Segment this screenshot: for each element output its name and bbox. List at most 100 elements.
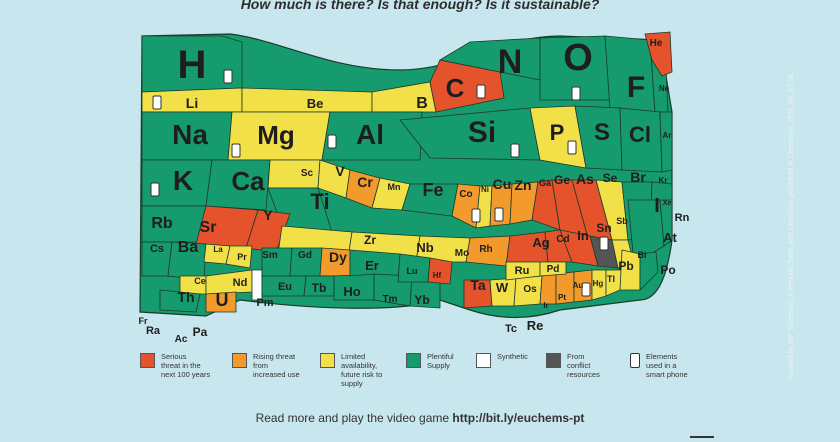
element-symbol-la: La [213,245,223,254]
element-symbol-hf: Hf [433,271,442,280]
element-symbol-ni: Ni [481,185,489,194]
smartphone-icon [231,143,241,158]
element-symbol-mg: Mg [257,120,295,150]
legend-item-serious: Serious threat in the next 100 years [140,352,241,379]
smartphone-icon [581,282,591,297]
element-symbol-k: K [173,165,193,196]
smartphone-icon [150,182,160,197]
legend: Serious threat in the next 100 years Risi… [140,352,760,392]
element-symbol-sn: Sn [596,221,611,235]
element-cell-pd [539,261,567,277]
element-symbol-mo: Mo [455,248,469,259]
element-symbol-xe: Xe [663,200,672,207]
element-symbol-fe: Fe [422,180,443,200]
smartphone-icon [476,84,486,99]
smartphone-icon [630,353,640,368]
element-symbol-as: As [576,171,594,187]
element-symbol-in: In [577,228,589,243]
element-cell-hf [427,257,453,285]
element-cell-th [159,289,201,313]
smartphone-icon [567,140,577,155]
element-symbol-ag: Ag [532,235,549,250]
element-symbol-rn: Rn [675,212,690,224]
element-symbol-ru: Ru [515,265,530,277]
legend-item-phone: Elements used in a smart phone [628,352,726,379]
smartphone-icon [571,86,581,101]
element-symbol-ti: Ti [310,189,329,214]
element-symbol-y: Y [263,207,273,223]
element-symbol-sm: Sm [262,250,278,261]
page-title: How much is there? Is that enough? Is it… [240,0,600,12]
legend-label: Serious threat in the next 100 years [161,352,211,379]
element-symbol-dy: Dy [329,249,347,265]
legend-swatch [140,353,155,368]
legend-item-conflict: From conflict resources [546,352,647,379]
element-symbol-pr: Pr [237,252,247,262]
legend-swatch [546,353,561,368]
element-symbol-br: Br [630,169,646,185]
element-symbol-ce: Ce [194,276,206,286]
element-symbol-na: Na [172,119,208,150]
element-symbol-kr: Kr [659,176,668,185]
element-symbol-ho: Ho [343,284,360,299]
element-cell-al [321,111,423,161]
element-cell-bi [639,251,659,291]
legend-swatch [232,353,247,368]
legend-item-limited: Limited availability, future risk to sup… [320,352,421,388]
element-symbol-n: N [498,43,523,81]
element-symbol-tm: Tm [383,294,398,305]
element-symbol-lu: Lu [407,266,418,276]
element-symbol-gd: Gd [298,250,312,261]
element-cell-ar [659,111,673,173]
smartphone-icon [494,207,504,222]
element-symbol-fr: Fr [139,316,148,326]
legend-label: Limited availability, future risk to sup… [341,352,383,388]
credit-text: Inspired by WF Sheehan's A Periodic Tabl… [788,74,795,380]
element-symbol-ne: Ne [659,84,670,93]
element-symbol-sc: Sc [301,168,314,179]
element-cell-u [205,291,237,313]
element-symbol-hg: Hg [593,279,604,288]
element-symbol-pm: Pm [256,297,273,309]
element-cell-xe [659,199,673,247]
element-symbol-tl: Tl [607,274,615,284]
element-symbol-o: O [563,37,593,79]
element-cell-he [644,31,673,77]
legend-swatch [406,353,421,368]
footer-text: Read more and play the video game [255,411,453,425]
element-symbol-nb: Nb [416,240,433,255]
element-symbol-bi: Bi [638,250,647,260]
element-symbol-nd: Nd [233,277,248,289]
element-symbol-f: F [627,71,645,104]
element-symbol-u: U [216,290,229,310]
element-symbol-se: Se [603,171,618,185]
element-symbol-zn: Zn [514,177,531,193]
element-cell-pm [251,269,263,301]
element-symbol-eu: Eu [278,281,292,293]
element-symbol-cd: Cd [556,234,569,245]
element-symbol-i: I [654,195,660,217]
element-symbol-cu: Cu [493,176,512,192]
element-symbol-at: At [663,230,677,245]
element-symbol-zr: Zr [364,233,376,247]
element-symbol-cl: Cl [629,122,651,147]
legend-label: Rising threat from increased use [253,352,300,379]
element-symbol-p: P [550,120,565,145]
element-symbol-w: W [496,280,509,295]
element-symbol-re: Re [527,318,544,333]
smartphone-icon [223,69,233,84]
element-symbol-er: Er [365,258,379,273]
element-symbol-pt: Pt [558,293,566,302]
legend-label: From conflict resources [567,352,600,379]
footer-link[interactable]: http://bit.ly/euchems-pt [452,411,585,425]
element-symbol-c: C [446,73,465,103]
element-symbol-b: B [416,95,428,112]
element-symbol-ga: Ga [539,178,552,188]
element-symbol-ge: Ge [554,173,570,187]
element-symbol-v: V [335,163,345,179]
element-cell-pr [225,245,253,269]
element-cell-ir [539,273,557,305]
element-symbol-pd: Pd [547,264,560,275]
element-symbol-ir: Ir [543,301,548,310]
